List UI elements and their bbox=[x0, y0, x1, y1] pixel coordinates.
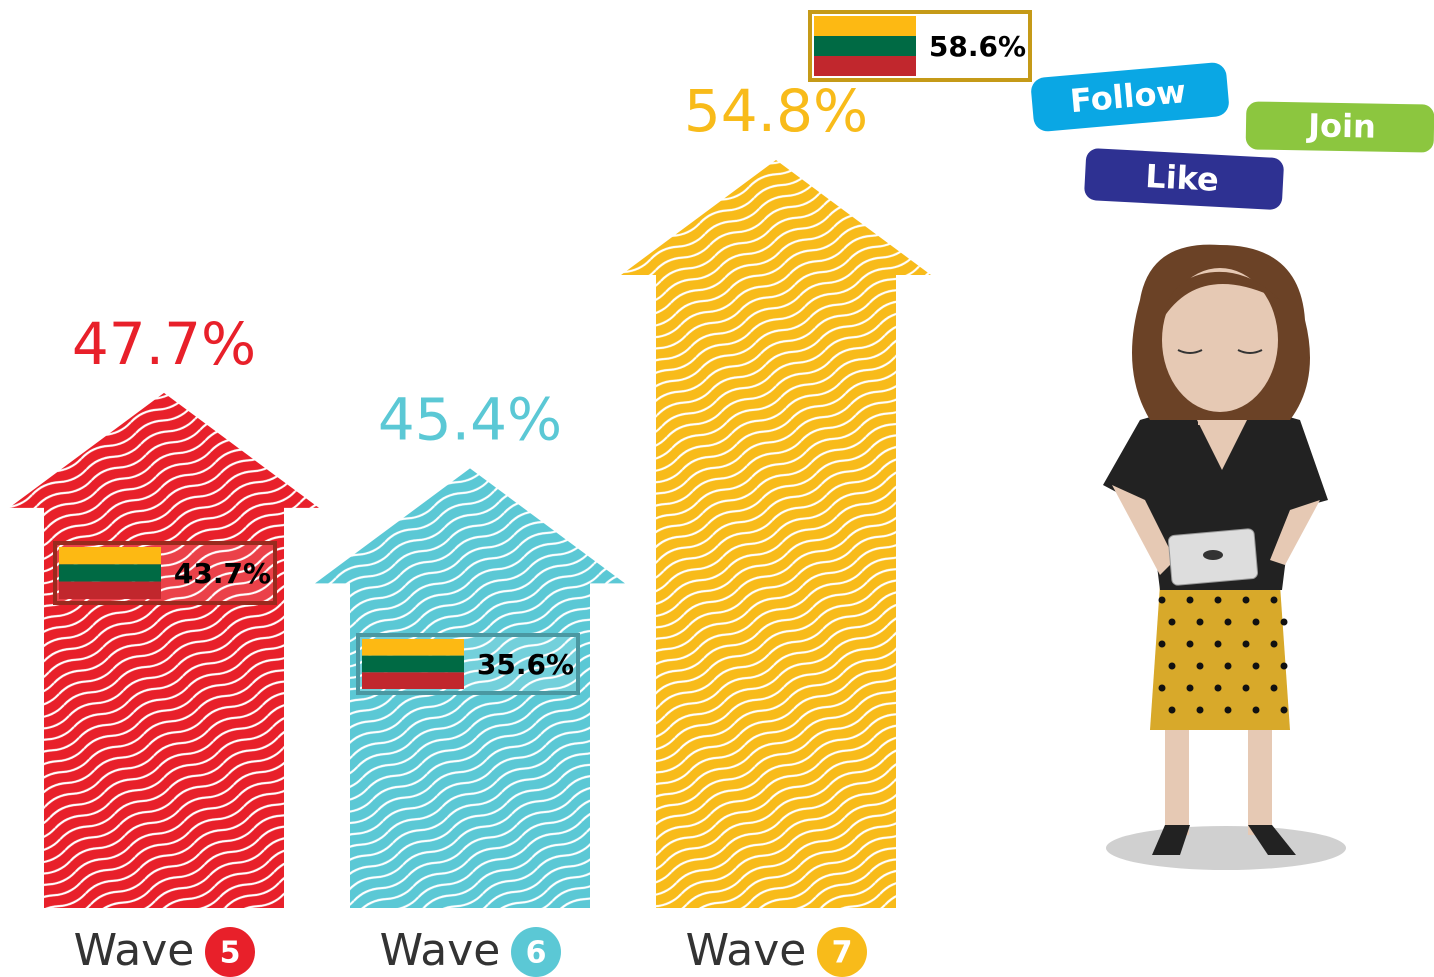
category-label: Wave bbox=[380, 925, 501, 976]
reference-box: 58.6% bbox=[808, 10, 1032, 82]
reference-box: 35.6% bbox=[356, 633, 580, 695]
category-badge bbox=[205, 927, 255, 977]
reference-label: 43.7% bbox=[174, 557, 271, 590]
arrow-bar bbox=[621, 159, 931, 908]
follow-button: Follow bbox=[1031, 62, 1229, 132]
value-label: 45.4% bbox=[378, 385, 562, 453]
button-label: Join bbox=[1306, 106, 1376, 145]
woman-illustration bbox=[1103, 244, 1346, 870]
category-number: 6 bbox=[526, 936, 547, 971]
reference-label: 35.6% bbox=[477, 648, 574, 681]
arrow-bar bbox=[315, 468, 625, 908]
plot-area: 47.7% Wave 5 43.7% 45.4% Wave 6 35.6% 54.8% Wave 7… bbox=[9, 10, 1032, 977]
category-badge bbox=[817, 927, 867, 977]
reference-box: 43.7% bbox=[53, 541, 277, 605]
join-button: Join bbox=[1245, 101, 1434, 153]
category-label: Wave bbox=[686, 925, 807, 976]
category-number: 5 bbox=[220, 936, 241, 971]
arrow-bar bbox=[9, 392, 319, 909]
category-number: 7 bbox=[832, 936, 853, 971]
value-label: 47.7% bbox=[72, 310, 256, 378]
category-badge bbox=[511, 927, 561, 977]
category-label: Wave bbox=[74, 925, 195, 976]
reference-label: 58.6% bbox=[929, 30, 1026, 63]
like-button: Like bbox=[1084, 148, 1284, 210]
value-label: 54.8% bbox=[684, 77, 868, 145]
button-label: Like bbox=[1144, 157, 1219, 199]
